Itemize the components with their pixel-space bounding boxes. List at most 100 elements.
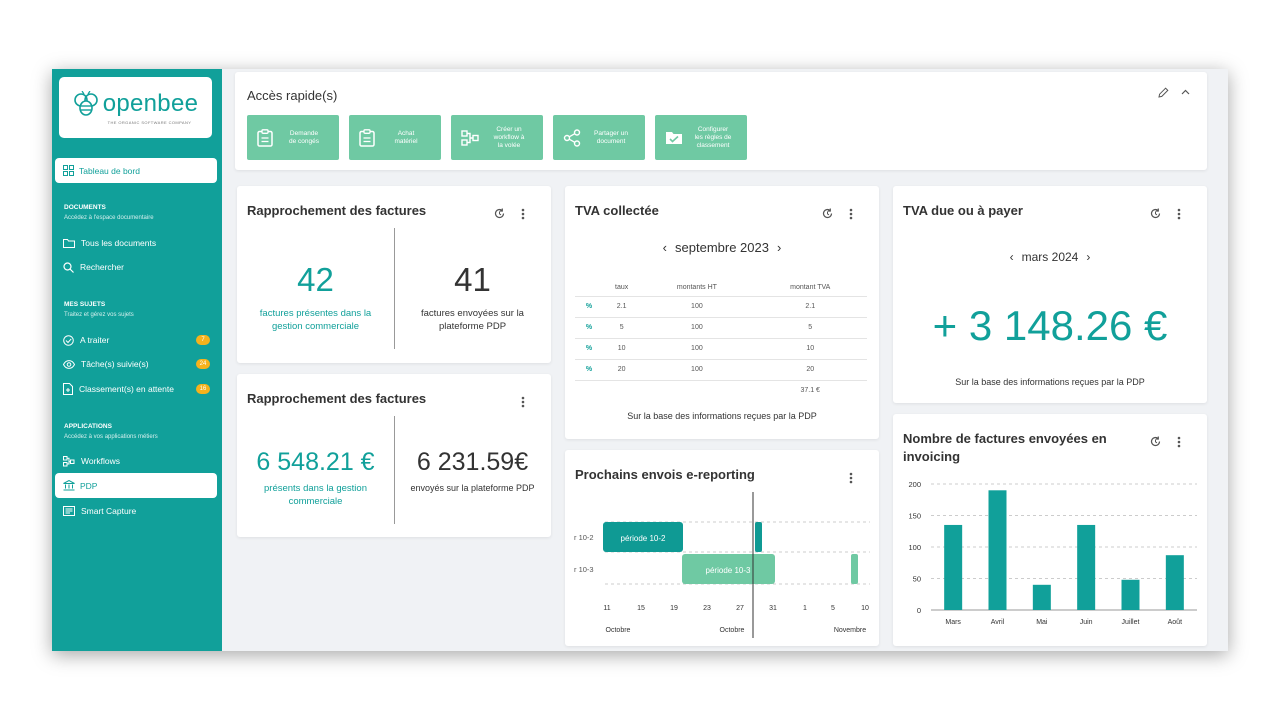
invoice-reconciliation-count-card: Rapprochement des factures 42 factures p… [237, 186, 551, 363]
edit-icon[interactable] [1158, 87, 1169, 98]
amount-platform: 6 231.59€ [416, 448, 529, 476]
refresh-icon[interactable] [1150, 208, 1161, 219]
tick-label: 19 [670, 605, 678, 612]
amount-tva-cell: 10 [753, 337, 867, 359]
quick-action-leave-request[interactable]: Demande de congés [247, 115, 339, 160]
divider [394, 416, 395, 524]
y-tick-label: 50 [913, 575, 921, 584]
tick-label: 23 [703, 605, 711, 612]
period-bar-marker[interactable] [851, 554, 858, 584]
period-bar-marker[interactable] [755, 522, 762, 552]
chart-title: Nombre de factures envoyées en invoicing [903, 431, 1107, 464]
bar[interactable] [944, 524, 963, 610]
y-tick-label: 100 [908, 543, 921, 552]
invoices-sent-caption: factures envoyées sur la plateforme PDP [421, 308, 524, 332]
scan-icon [63, 506, 75, 516]
sidebar-item-all-documents[interactable]: Tous les documents [55, 233, 217, 253]
count-badge: 24 [196, 359, 210, 369]
table-row: % 2.1 100 2.1 [575, 295, 867, 317]
sidebar-item-to-process[interactable]: A traiter 7 [55, 330, 217, 350]
tick-label: 5 [831, 605, 835, 612]
quick-action-label: Créer un workflow à la volée [493, 125, 525, 149]
vat-collected-footer: Sur la base des informations reçues par … [627, 411, 817, 421]
clipboard-icon [359, 128, 375, 147]
sidebar-item-label: Rechercher [80, 262, 124, 272]
quick-action-equipment-purchase[interactable]: Achat matériel [349, 115, 441, 160]
sidebar-item-dashboard[interactable]: Tableau de bord [55, 158, 217, 183]
column-header: montants HT [676, 283, 717, 291]
bar[interactable] [1032, 584, 1051, 610]
x-tick-label: Mars [945, 619, 961, 626]
quick-action-share-document[interactable]: Partager un document [553, 115, 645, 160]
vat-table: taux montants HT montant TVA % 2.1 100 2.1 … [575, 279, 867, 401]
sidebar-item-followed-tasks[interactable]: Tâche(s) suivie(s) 24 [55, 354, 217, 374]
more-vertical-icon[interactable] [849, 472, 853, 484]
refresh-icon[interactable] [1150, 436, 1161, 447]
tick-label: 10 [861, 605, 869, 612]
sidebar-item-label: Tâche(s) suivie(s) [81, 359, 149, 369]
quick-action-label: Configurer les règles de classement [694, 125, 732, 149]
sidebar-item-label: Tous les documents [81, 238, 157, 248]
period-label: mars 2024 [1021, 250, 1079, 264]
x-tick-label: Mai [1036, 619, 1048, 626]
x-tick-label: Juillet [1122, 619, 1140, 626]
chevron-left-icon[interactable]: ‹ [1009, 250, 1014, 264]
y-tick-label: 0 [917, 606, 921, 615]
sidebar-item-label: Workflows [81, 456, 121, 466]
more-vertical-icon[interactable] [521, 208, 525, 220]
eye-icon [63, 359, 75, 369]
logo[interactable]: openbee THE ORGANIC SOFTWARE COMPANY [59, 77, 212, 138]
refresh-icon[interactable] [822, 208, 833, 219]
workflow-icon [63, 455, 75, 466]
period-bar-label: période 10-2 [621, 534, 666, 543]
chevron-right-icon[interactable]: › [776, 240, 782, 255]
folder-icon [63, 239, 75, 248]
invoices-present-count: 42 [297, 261, 334, 298]
sidebar-item-search[interactable]: Rechercher [55, 257, 217, 277]
more-vertical-icon[interactable] [521, 396, 525, 408]
period-bar-10-3[interactable] [682, 554, 775, 584]
amount-commercial: 6 548.21 € [256, 448, 375, 476]
logo-tagline: THE ORGANIC SOFTWARE COMPANY [107, 120, 192, 125]
app-window: openbee THE ORGANIC SOFTWARE COMPANY Tab… [52, 69, 1228, 651]
quick-action-configure-rules[interactable]: Configurer les règles de classement [655, 115, 747, 160]
bar[interactable] [1165, 555, 1184, 610]
card-title: TVA due ou à payer [903, 203, 1023, 218]
card-title: TVA collectée [575, 203, 659, 218]
more-vertical-icon[interactable] [1177, 436, 1181, 448]
sidebar-item-smart-capture[interactable]: Smart Capture [55, 501, 217, 521]
tick-label: 31 [769, 605, 777, 612]
sidebar-item-pending-filings[interactable]: Classement(s) en attente 16 [55, 379, 217, 399]
vat-due-card: TVA due ou à payer ‹ mars 2024 › + 3 148.2… [893, 186, 1207, 403]
section-subtitle-subjects: Traitez et gérez vos sujets [64, 312, 134, 318]
column-header: taux [615, 283, 629, 291]
sidebar-item-label: Tableau de bord [79, 165, 140, 176]
tick-label: 27 [736, 605, 744, 612]
bar[interactable] [1077, 524, 1096, 610]
section-title-applications: APPLICATIONS [64, 423, 112, 430]
period-bar-10-2[interactable] [603, 522, 683, 552]
check-circle-icon [63, 334, 74, 346]
chevron-up-icon[interactable] [1181, 89, 1190, 95]
quick-action-label: Demande de congés [289, 129, 319, 145]
chevron-left-icon[interactable]: ‹ [662, 240, 668, 255]
divider [394, 228, 395, 349]
bar[interactable] [1121, 579, 1140, 610]
invoices-sent-count: 41 [454, 261, 491, 298]
quick-action-create-workflow[interactable]: Créer un workflow à la volée [451, 115, 543, 160]
tick-label: 1 [803, 605, 807, 612]
refresh-icon[interactable] [494, 208, 505, 219]
card-title: Rapprochement des factures [247, 203, 427, 218]
search-icon [63, 261, 74, 273]
more-vertical-icon[interactable] [1177, 208, 1181, 220]
sidebar-item-workflows[interactable]: Workflows [55, 451, 217, 471]
section-title-documents: DOCUMENTS [64, 204, 106, 211]
column-header: montant TVA [790, 283, 831, 291]
chevron-right-icon[interactable]: › [1086, 250, 1091, 264]
sidebar-item-pdp[interactable]: PDP [55, 473, 217, 498]
bar[interactable] [988, 490, 1007, 610]
more-vertical-icon[interactable] [849, 208, 853, 220]
percent-icon: % [575, 358, 603, 380]
file-add-icon [63, 383, 73, 395]
table-row: % 10 100 10 [575, 337, 867, 359]
